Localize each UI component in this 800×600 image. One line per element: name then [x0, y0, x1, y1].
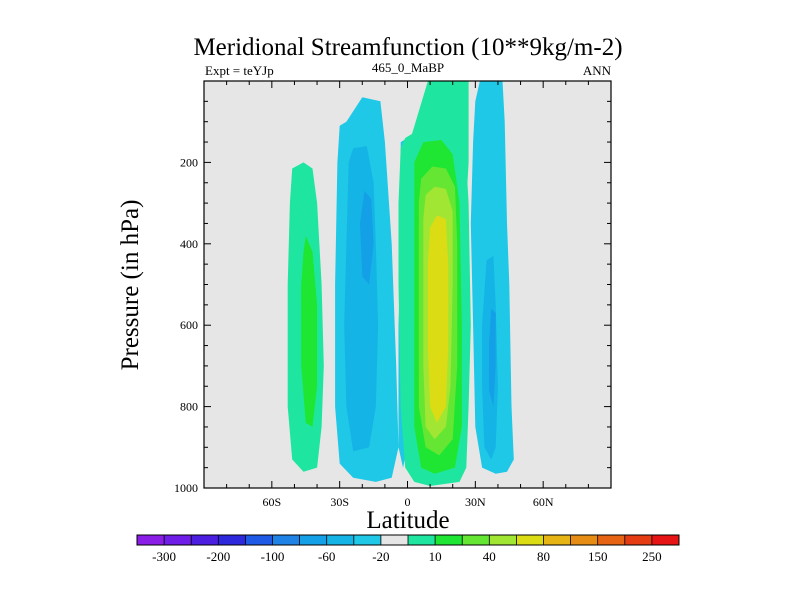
- y-tick-label: 1000: [174, 481, 198, 495]
- colorbar-label: -300: [152, 549, 176, 564]
- colorbar-box: [191, 535, 219, 545]
- colorbar-label: -20: [372, 549, 389, 564]
- contour-hadley-cell-core: [427, 215, 449, 423]
- x-axis-label: Latitude: [366, 507, 449, 534]
- colorbar-box: [624, 535, 653, 545]
- y-axis-label: Pressure (in hPa): [117, 200, 144, 371]
- colorbar-box: [272, 535, 300, 545]
- colorbar-box: [380, 535, 409, 545]
- y-tick-label: 600: [180, 318, 198, 332]
- colorbar-box: [164, 535, 192, 545]
- colorbar-label: -60: [318, 549, 335, 564]
- colorbar-box: [651, 535, 680, 545]
- colorbar-box: [543, 535, 571, 545]
- colorbar-box: [597, 535, 626, 545]
- colorbar-box: [245, 535, 273, 545]
- contour-sh-negative-core: [360, 190, 374, 285]
- time-label: 465_0_MaBP: [372, 60, 444, 75]
- colorbar-label: -100: [261, 549, 285, 564]
- contour-nh-green-fringe: [452, 81, 469, 244]
- colorbar-box: [326, 535, 355, 545]
- colorbar-label: 10: [429, 549, 442, 564]
- contour-nh-negative-core: [488, 308, 496, 407]
- colorbar-label: 40: [483, 549, 496, 564]
- x-tick-label: 30S: [330, 495, 349, 509]
- x-tick-label: 60S: [262, 495, 281, 509]
- colorbar-box: [570, 535, 598, 545]
- colorbar-box: [435, 535, 463, 545]
- contour-layer: [287, 81, 514, 486]
- experiment-label: Expt = teYJp: [205, 63, 274, 78]
- colorbar-frame: [136, 534, 680, 546]
- plot-frame: [203, 80, 612, 489]
- contour-sh-negative-mid: [344, 146, 379, 452]
- chart-title: Meridional Streamfunction (10**9kg/m-2): [193, 34, 622, 61]
- contour-sh-outer-positive-core: [301, 235, 318, 427]
- colorbar-box: [516, 535, 544, 545]
- colorbar: -300 -200 -100 -60 -20 10 40 80 150 250: [136, 534, 680, 564]
- x-tick-label: 60N: [533, 495, 554, 509]
- season-label: ANN: [583, 63, 612, 78]
- x-tick-label: 30N: [465, 495, 486, 509]
- colorbar-box: [489, 535, 517, 545]
- colorbar-box: [353, 535, 382, 545]
- colorbar-label: 250: [642, 549, 662, 564]
- x-tick-label: 0: [405, 495, 411, 509]
- y-tick-label: 800: [180, 400, 198, 414]
- colorbar-box: [218, 535, 246, 545]
- colorbar-label: 150: [588, 549, 608, 564]
- colorbar-box: [299, 535, 327, 545]
- y-tick-label: 200: [180, 155, 198, 169]
- colorbar-label: 80: [537, 549, 550, 564]
- colorbar-box: [137, 535, 165, 545]
- colorbar-box: [462, 535, 490, 545]
- y-tick-label: 400: [180, 237, 198, 251]
- colorbar-box: [408, 535, 436, 545]
- colorbar-label: -200: [206, 549, 230, 564]
